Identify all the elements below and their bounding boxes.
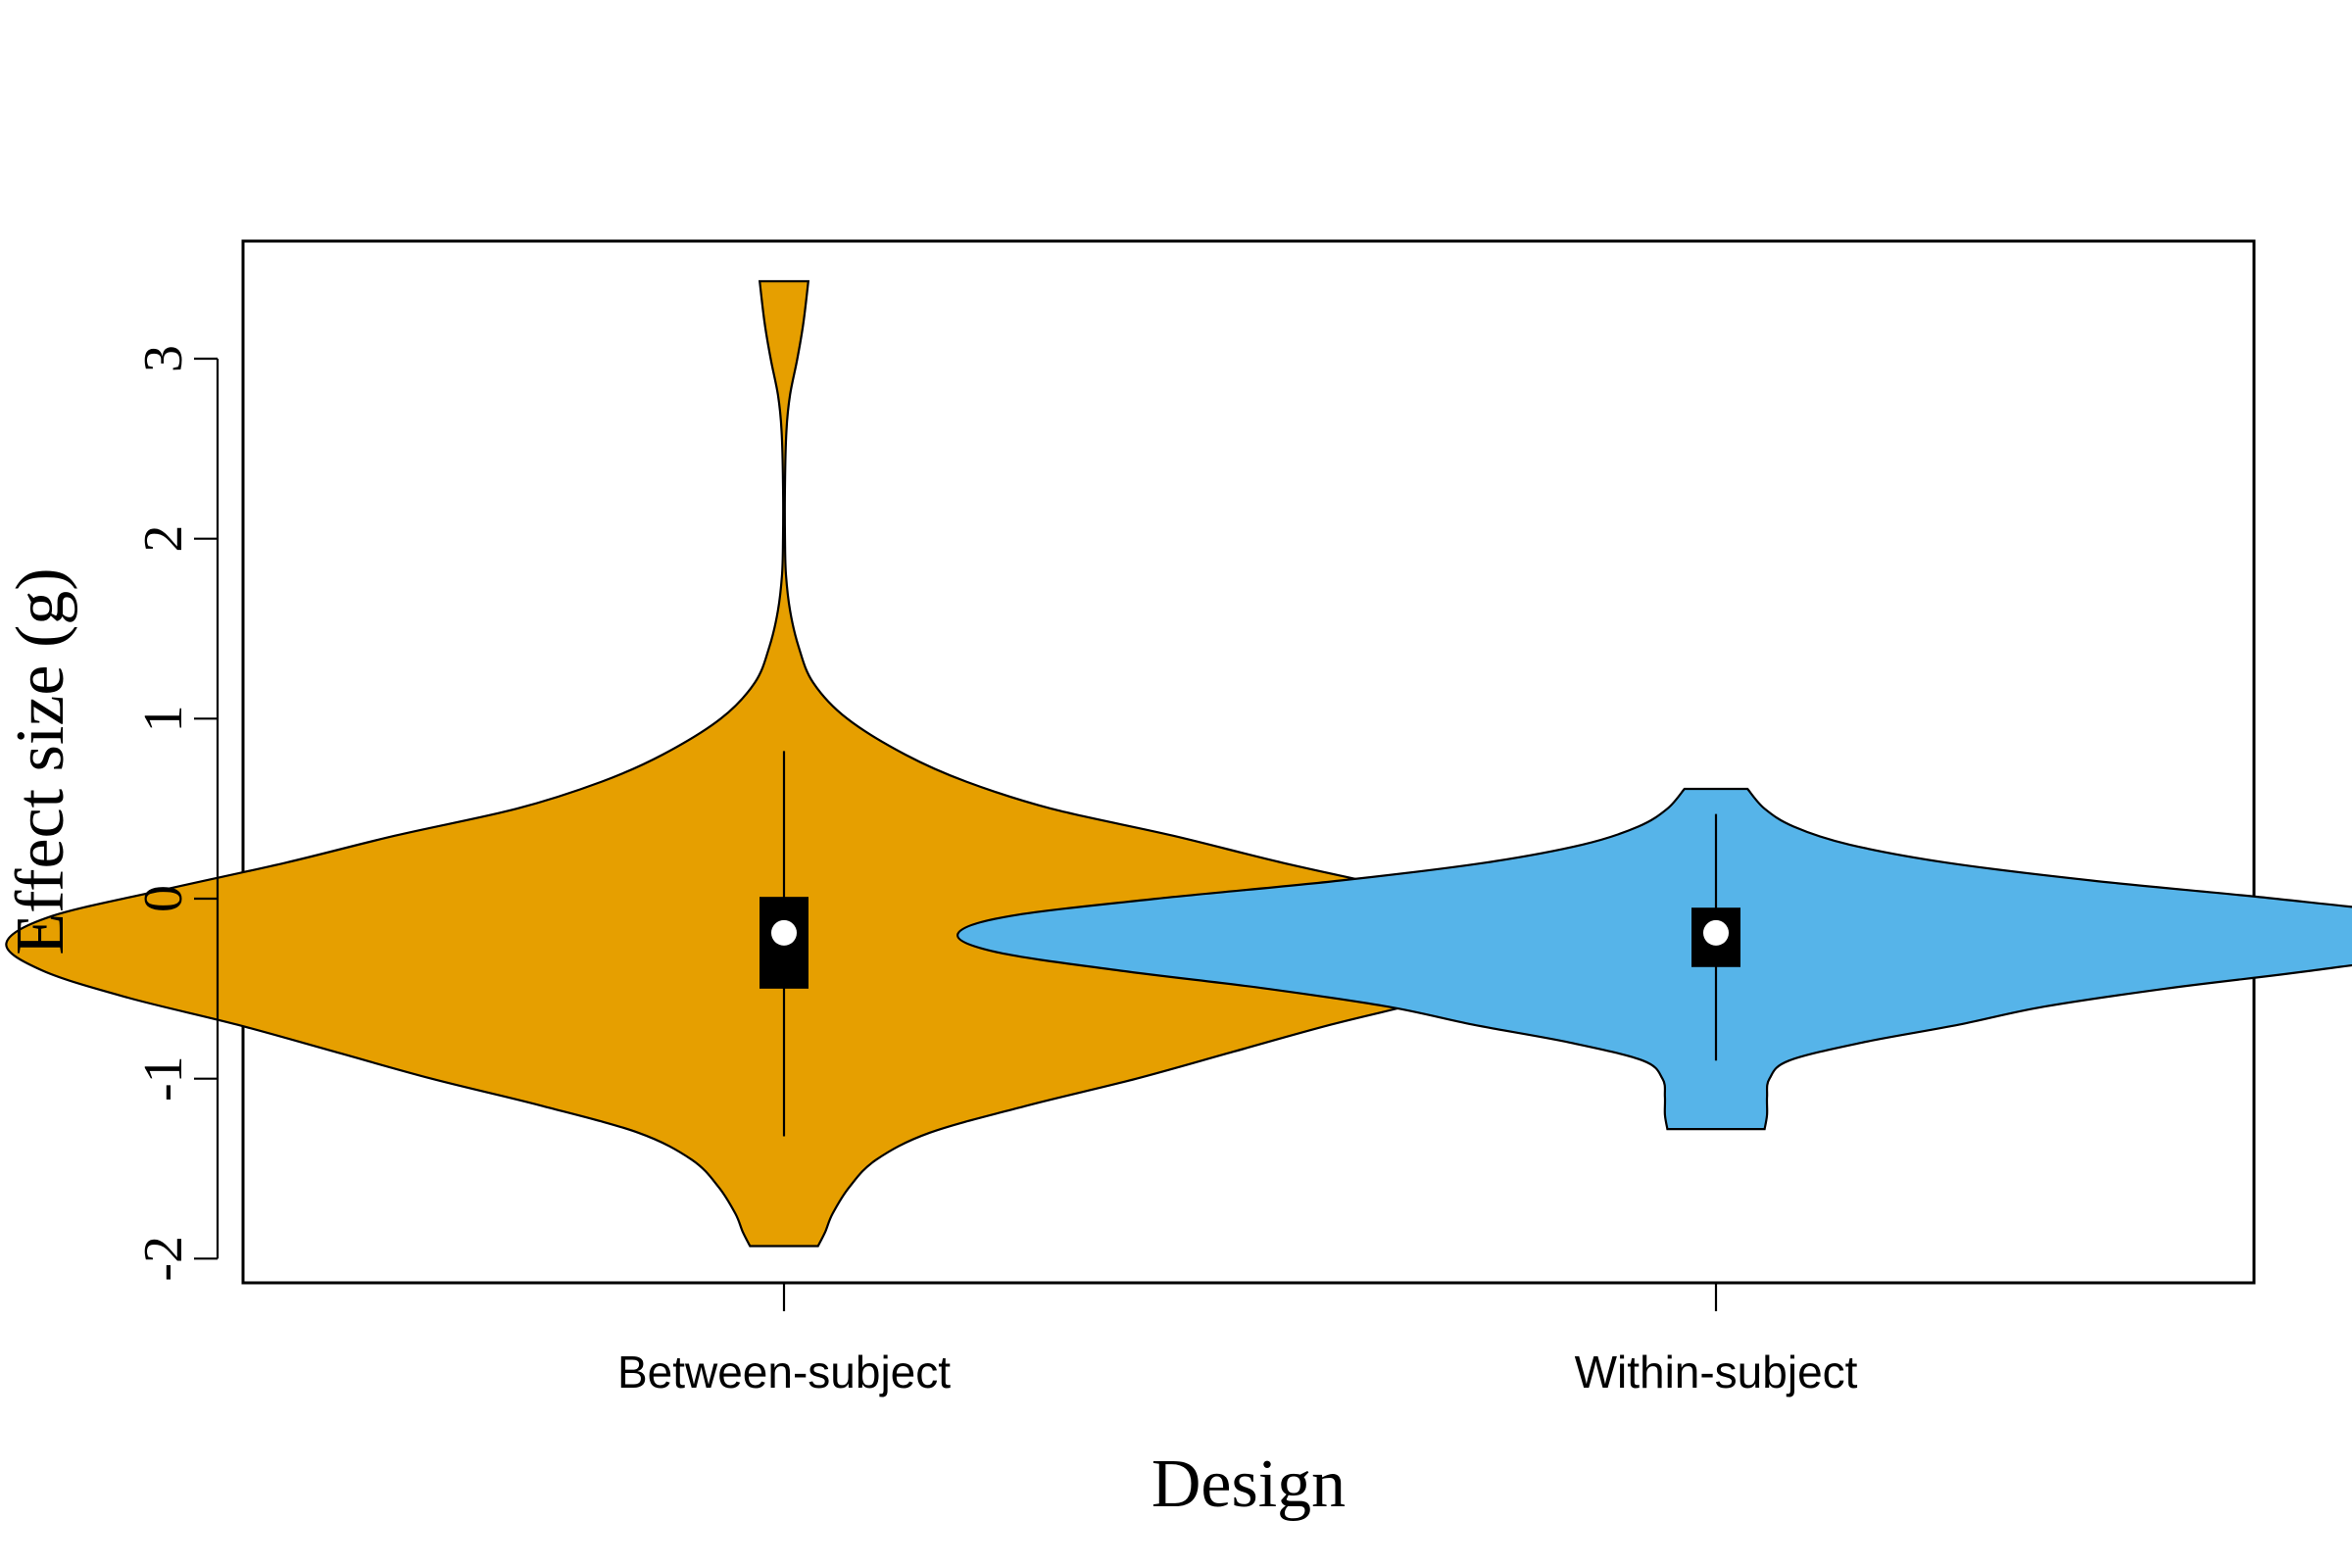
violin-within-subject xyxy=(956,787,2352,1131)
violin-between-subject xyxy=(5,279,1563,1248)
median-point xyxy=(771,919,797,946)
plot-frame xyxy=(241,239,2256,1285)
y-tick-label: 2 xyxy=(133,525,194,553)
median-point xyxy=(1703,919,1729,946)
y-axis: -2 -1 0 1 2 3 xyxy=(133,345,220,1282)
x-axis: Between-subject Within-subject xyxy=(617,1283,1858,1397)
y-axis-title: Effect size (g) xyxy=(3,567,78,955)
y-tick-label: 0 xyxy=(133,885,194,912)
y-tick-label: -2 xyxy=(133,1236,194,1282)
y-tick-label: -1 xyxy=(133,1055,194,1102)
violins-layer xyxy=(5,279,2352,1248)
x-axis-title: Design xyxy=(1152,1446,1346,1522)
x-tick-label: Within-subject xyxy=(1575,1347,1858,1397)
y-tick-label: 1 xyxy=(133,705,194,732)
y-tick-label: 3 xyxy=(133,345,194,372)
violin-shape xyxy=(956,787,2352,1131)
x-tick-label: Between-subject xyxy=(617,1347,951,1397)
